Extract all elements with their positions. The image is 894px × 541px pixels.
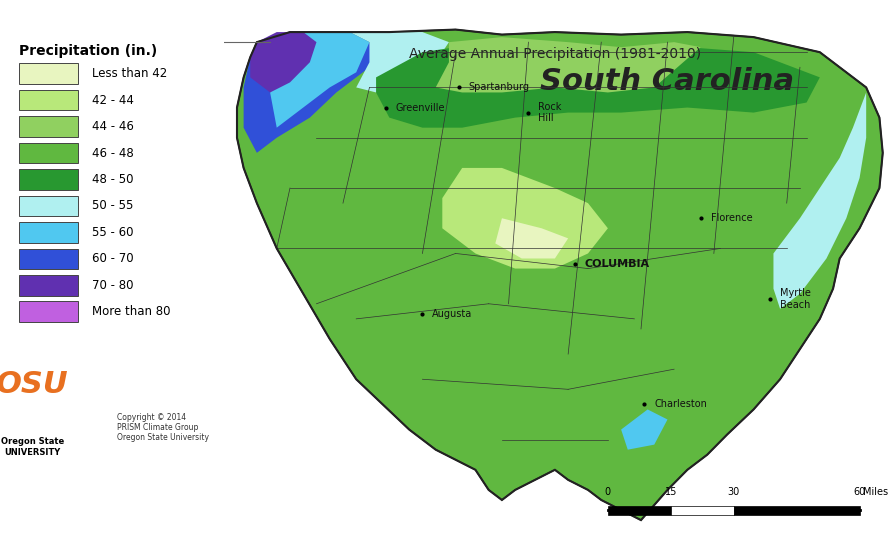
Text: Precipitation (in.): Precipitation (in.): [19, 44, 156, 58]
FancyBboxPatch shape: [19, 63, 78, 84]
Text: South Carolina: South Carolina: [540, 67, 794, 96]
Text: 44 - 46: 44 - 46: [91, 120, 133, 133]
Polygon shape: [772, 93, 865, 309]
Text: Less than 42: Less than 42: [91, 67, 166, 80]
Text: Average Annual Precipitation (1981-2010): Average Annual Precipitation (1981-2010): [409, 47, 700, 61]
Polygon shape: [237, 30, 881, 520]
Text: Charleston: Charleston: [654, 399, 706, 410]
Polygon shape: [350, 32, 449, 93]
Text: OSU: OSU: [0, 370, 69, 399]
FancyBboxPatch shape: [19, 248, 78, 269]
FancyBboxPatch shape: [19, 275, 78, 296]
Text: 50 - 55: 50 - 55: [91, 200, 133, 213]
Text: Oregon State
UNIVERSITY: Oregon State UNIVERSITY: [1, 437, 64, 457]
Bar: [670, 506, 733, 515]
Polygon shape: [620, 410, 667, 450]
Bar: [733, 506, 858, 515]
Polygon shape: [250, 32, 316, 93]
Polygon shape: [435, 37, 700, 93]
Polygon shape: [375, 42, 819, 128]
Text: 60: 60: [853, 487, 864, 498]
FancyBboxPatch shape: [19, 116, 78, 137]
Polygon shape: [270, 32, 369, 128]
Text: 70 - 80: 70 - 80: [91, 279, 133, 292]
Text: Myrtle
Beach: Myrtle Beach: [780, 288, 810, 309]
Polygon shape: [442, 168, 607, 268]
FancyBboxPatch shape: [19, 143, 78, 163]
FancyBboxPatch shape: [19, 301, 78, 322]
Text: More than 80: More than 80: [91, 306, 170, 319]
Text: Greenville: Greenville: [395, 103, 445, 113]
Polygon shape: [494, 218, 568, 259]
FancyBboxPatch shape: [19, 169, 78, 190]
Text: Rock
Hill: Rock Hill: [538, 102, 561, 123]
Text: 48 - 50: 48 - 50: [91, 173, 133, 186]
Text: 60 - 70: 60 - 70: [91, 253, 133, 266]
Bar: [607, 506, 670, 515]
Text: 0: 0: [604, 487, 611, 498]
Text: 55 - 60: 55 - 60: [91, 226, 133, 239]
FancyBboxPatch shape: [19, 195, 78, 216]
Text: Augusta: Augusta: [432, 309, 472, 319]
Text: COLUMBIA: COLUMBIA: [584, 259, 649, 268]
FancyBboxPatch shape: [19, 222, 78, 243]
Text: Miles: Miles: [862, 487, 887, 498]
Text: Spartanburg: Spartanburg: [468, 82, 529, 93]
Text: 15: 15: [664, 487, 676, 498]
Text: Copyright © 2014
PRISM Climate Group
Oregon State University: Copyright © 2014 PRISM Climate Group Ore…: [117, 412, 209, 443]
Text: 30: 30: [727, 487, 739, 498]
FancyBboxPatch shape: [19, 90, 78, 110]
Polygon shape: [243, 32, 375, 153]
Text: 46 - 48: 46 - 48: [91, 147, 133, 160]
Text: Florence: Florence: [710, 213, 751, 223]
Text: 42 - 44: 42 - 44: [91, 94, 133, 107]
